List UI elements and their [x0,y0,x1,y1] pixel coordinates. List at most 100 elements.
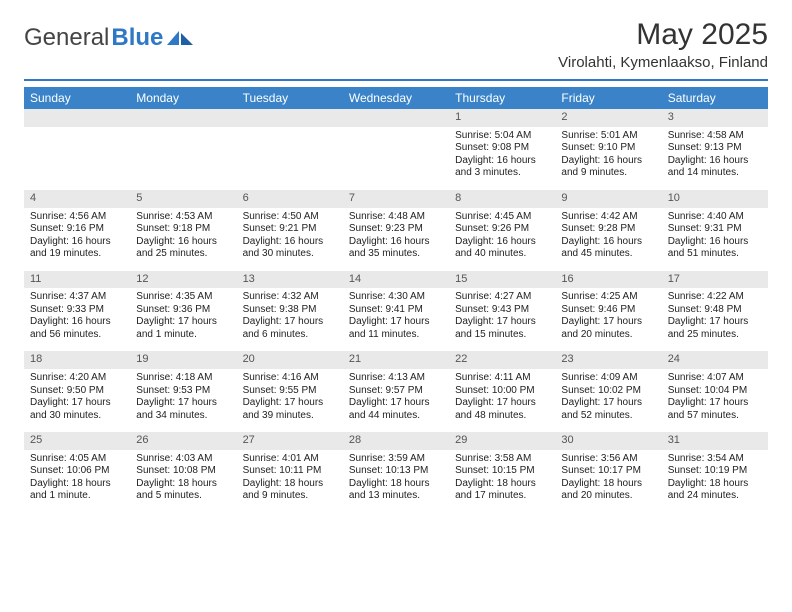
day-number: 20 [237,351,343,369]
calendar-week-row: 4Sunrise: 4:56 AMSunset: 9:16 PMDaylight… [24,188,768,269]
day-details: Sunrise: 4:27 AMSunset: 9:43 PMDaylight:… [449,288,555,347]
day-number: 8 [449,190,555,208]
day-number: 2 [555,109,661,127]
weekday-header: Tuesday [237,87,343,109]
day-details: Sunrise: 4:35 AMSunset: 9:36 PMDaylight:… [130,288,236,347]
day-number: 18 [24,351,130,369]
calendar-body: 1Sunrise: 5:04 AMSunset: 9:08 PMDaylight… [24,109,768,511]
calendar-day-cell: 17Sunrise: 4:22 AMSunset: 9:48 PMDayligh… [662,269,768,350]
day-details: Sunrise: 4:18 AMSunset: 9:53 PMDaylight:… [130,369,236,428]
calendar-day-cell: 4Sunrise: 4:56 AMSunset: 9:16 PMDaylight… [24,188,130,269]
calendar-week-row: 1Sunrise: 5:04 AMSunset: 9:08 PMDaylight… [24,109,768,188]
day-number: 28 [343,432,449,450]
day-number: 22 [449,351,555,369]
day-details: Sunrise: 4:30 AMSunset: 9:41 PMDaylight:… [343,288,449,347]
day-number: 19 [130,351,236,369]
calendar-day-cell: 27Sunrise: 4:01 AMSunset: 10:11 PMDaylig… [237,430,343,511]
page-title: May 2025 [558,18,768,52]
calendar-day-cell: 23Sunrise: 4:09 AMSunset: 10:02 PMDaylig… [555,349,661,430]
calendar-day-cell: 12Sunrise: 4:35 AMSunset: 9:36 PMDayligh… [130,269,236,350]
calendar-day-cell: 24Sunrise: 4:07 AMSunset: 10:04 PMDaylig… [662,349,768,430]
day-details: Sunrise: 3:54 AMSunset: 10:19 PMDaylight… [662,450,768,509]
day-details: Sunrise: 5:04 AMSunset: 9:08 PMDaylight:… [449,127,555,186]
calendar-empty-cell [237,109,343,188]
calendar-day-cell: 20Sunrise: 4:16 AMSunset: 9:55 PMDayligh… [237,349,343,430]
calendar-day-cell: 8Sunrise: 4:45 AMSunset: 9:26 PMDaylight… [449,188,555,269]
day-details: Sunrise: 4:25 AMSunset: 9:46 PMDaylight:… [555,288,661,347]
weekday-header: Saturday [662,87,768,109]
day-details: Sunrise: 4:48 AMSunset: 9:23 PMDaylight:… [343,208,449,267]
day-details: Sunrise: 4:13 AMSunset: 9:57 PMDaylight:… [343,369,449,428]
calendar-day-cell: 9Sunrise: 4:42 AMSunset: 9:28 PMDaylight… [555,188,661,269]
day-number: 30 [555,432,661,450]
day-number: 17 [662,271,768,289]
day-details: Sunrise: 4:16 AMSunset: 9:55 PMDaylight:… [237,369,343,428]
calendar-empty-cell [343,109,449,188]
calendar-day-cell: 31Sunrise: 3:54 AMSunset: 10:19 PMDaylig… [662,430,768,511]
day-number: 15 [449,271,555,289]
calendar-table: SundayMondayTuesdayWednesdayThursdayFrid… [24,87,768,513]
day-details: Sunrise: 4:20 AMSunset: 9:50 PMDaylight:… [24,369,130,428]
calendar-day-cell: 18Sunrise: 4:20 AMSunset: 9:50 PMDayligh… [24,349,130,430]
day-details: Sunrise: 3:59 AMSunset: 10:13 PMDaylight… [343,450,449,509]
calendar-day-cell: 29Sunrise: 3:58 AMSunset: 10:15 PMDaylig… [449,430,555,511]
day-number: 3 [662,109,768,127]
day-number: 1 [449,109,555,127]
calendar-day-cell: 28Sunrise: 3:59 AMSunset: 10:13 PMDaylig… [343,430,449,511]
calendar-week-row: 25Sunrise: 4:05 AMSunset: 10:06 PMDaylig… [24,430,768,511]
day-details: Sunrise: 5:01 AMSunset: 9:10 PMDaylight:… [555,127,661,186]
day-number: 31 [662,432,768,450]
calendar-day-cell: 19Sunrise: 4:18 AMSunset: 9:53 PMDayligh… [130,349,236,430]
calendar-day-cell: 7Sunrise: 4:48 AMSunset: 9:23 PMDaylight… [343,188,449,269]
day-details: Sunrise: 4:58 AMSunset: 9:13 PMDaylight:… [662,127,768,186]
day-details: Sunrise: 4:40 AMSunset: 9:31 PMDaylight:… [662,208,768,267]
calendar-week-row: 11Sunrise: 4:37 AMSunset: 9:33 PMDayligh… [24,269,768,350]
calendar-day-cell: 22Sunrise: 4:11 AMSunset: 10:00 PMDaylig… [449,349,555,430]
day-details: Sunrise: 4:53 AMSunset: 9:18 PMDaylight:… [130,208,236,267]
day-number: 11 [24,271,130,289]
day-details: Sunrise: 4:05 AMSunset: 10:06 PMDaylight… [24,450,130,509]
day-details: Sunrise: 4:07 AMSunset: 10:04 PMDaylight… [662,369,768,428]
day-details: Sunrise: 3:56 AMSunset: 10:17 PMDaylight… [555,450,661,509]
day-details: Sunrise: 4:56 AMSunset: 9:16 PMDaylight:… [24,208,130,267]
day-number: 10 [662,190,768,208]
weekday-header: Wednesday [343,87,449,109]
day-number: 26 [130,432,236,450]
calendar-day-cell: 14Sunrise: 4:30 AMSunset: 9:41 PMDayligh… [343,269,449,350]
header-rule [24,79,768,81]
day-number: 23 [555,351,661,369]
calendar-day-cell: 11Sunrise: 4:37 AMSunset: 9:33 PMDayligh… [24,269,130,350]
header: GeneralBlue May 2025 Virolahti, Kymenlaa… [24,18,768,71]
day-number: 9 [555,190,661,208]
calendar-day-cell: 26Sunrise: 4:03 AMSunset: 10:08 PMDaylig… [130,430,236,511]
calendar-day-cell: 2Sunrise: 5:01 AMSunset: 9:10 PMDaylight… [555,109,661,188]
brand-logo: GeneralBlue [24,24,193,52]
day-details: Sunrise: 4:01 AMSunset: 10:11 PMDaylight… [237,450,343,509]
calendar-week-row: 18Sunrise: 4:20 AMSunset: 9:50 PMDayligh… [24,349,768,430]
weekday-header: Friday [555,87,661,109]
day-number: 13 [237,271,343,289]
day-details: Sunrise: 4:50 AMSunset: 9:21 PMDaylight:… [237,208,343,267]
day-number: 29 [449,432,555,450]
calendar-day-cell: 25Sunrise: 4:05 AMSunset: 10:06 PMDaylig… [24,430,130,511]
weekday-header: Sunday [24,87,130,109]
weekday-header: Thursday [449,87,555,109]
calendar-day-cell: 13Sunrise: 4:32 AMSunset: 9:38 PMDayligh… [237,269,343,350]
day-details: Sunrise: 3:58 AMSunset: 10:15 PMDaylight… [449,450,555,509]
location-text: Virolahti, Kymenlaakso, Finland [558,54,768,71]
triangles-icon [167,29,193,47]
day-number: 25 [24,432,130,450]
calendar-day-cell: 10Sunrise: 4:40 AMSunset: 9:31 PMDayligh… [662,188,768,269]
day-number: 12 [130,271,236,289]
calendar-day-cell: 21Sunrise: 4:13 AMSunset: 9:57 PMDayligh… [343,349,449,430]
calendar-page: GeneralBlue May 2025 Virolahti, Kymenlaa… [0,0,792,523]
calendar-empty-cell [24,109,130,188]
calendar-day-cell: 15Sunrise: 4:27 AMSunset: 9:43 PMDayligh… [449,269,555,350]
calendar-empty-cell [130,109,236,188]
day-number: 27 [237,432,343,450]
day-details: Sunrise: 4:37 AMSunset: 9:33 PMDaylight:… [24,288,130,347]
day-details: Sunrise: 4:45 AMSunset: 9:26 PMDaylight:… [449,208,555,267]
day-details: Sunrise: 4:32 AMSunset: 9:38 PMDaylight:… [237,288,343,347]
day-number: 4 [24,190,130,208]
weekday-header-row: SundayMondayTuesdayWednesdayThursdayFrid… [24,87,768,109]
